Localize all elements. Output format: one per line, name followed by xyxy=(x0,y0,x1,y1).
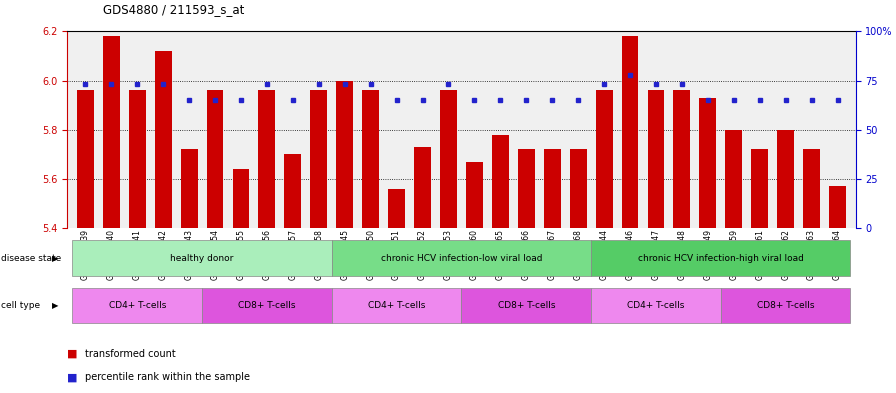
Text: ■: ■ xyxy=(67,349,78,359)
Bar xyxy=(73,241,332,276)
Text: ▶: ▶ xyxy=(52,301,58,310)
Bar xyxy=(544,149,561,228)
Text: CD4+ T-cells: CD4+ T-cells xyxy=(108,301,166,310)
Text: CD8+ T-cells: CD8+ T-cells xyxy=(238,301,296,310)
Text: transformed count: transformed count xyxy=(85,349,176,359)
Text: CD4+ T-cells: CD4+ T-cells xyxy=(368,301,426,310)
Bar xyxy=(570,149,587,228)
Bar xyxy=(700,98,716,228)
Bar xyxy=(591,288,720,323)
Text: CD8+ T-cells: CD8+ T-cells xyxy=(497,301,555,310)
Bar xyxy=(726,130,742,228)
Bar xyxy=(466,162,483,228)
Bar xyxy=(129,90,146,228)
Bar xyxy=(258,90,275,228)
Bar xyxy=(440,90,457,228)
Text: CD8+ T-cells: CD8+ T-cells xyxy=(757,301,814,310)
Text: chronic HCV infection-low viral load: chronic HCV infection-low viral load xyxy=(381,254,542,263)
Bar xyxy=(284,154,301,228)
Bar xyxy=(202,288,332,323)
Bar xyxy=(414,147,431,228)
Text: disease state: disease state xyxy=(1,254,61,263)
Bar xyxy=(207,90,223,228)
Bar xyxy=(332,241,591,276)
Text: healthy donor: healthy donor xyxy=(170,254,234,263)
Bar xyxy=(388,189,405,228)
Bar xyxy=(155,51,172,228)
Text: percentile rank within the sample: percentile rank within the sample xyxy=(85,372,250,382)
Bar xyxy=(310,90,327,228)
Bar xyxy=(674,90,690,228)
Bar xyxy=(181,149,197,228)
Bar xyxy=(332,288,461,323)
Text: ■: ■ xyxy=(67,372,78,382)
Bar xyxy=(803,149,820,228)
Bar xyxy=(492,135,509,228)
Bar xyxy=(777,130,794,228)
Bar xyxy=(461,288,591,323)
Bar xyxy=(77,90,94,228)
Bar xyxy=(596,90,613,228)
Bar xyxy=(518,149,535,228)
Bar xyxy=(829,186,846,228)
Text: cell type: cell type xyxy=(1,301,40,310)
Bar xyxy=(622,37,639,228)
Bar xyxy=(103,37,120,228)
Bar xyxy=(591,241,850,276)
Bar xyxy=(233,169,249,228)
Text: chronic HCV infection-high viral load: chronic HCV infection-high viral load xyxy=(638,254,804,263)
Text: ▶: ▶ xyxy=(52,254,58,263)
Bar xyxy=(648,90,665,228)
Bar xyxy=(362,90,379,228)
Bar xyxy=(336,81,353,228)
Bar xyxy=(73,288,202,323)
Bar xyxy=(751,149,768,228)
Text: CD4+ T-cells: CD4+ T-cells xyxy=(627,301,685,310)
Text: GDS4880 / 211593_s_at: GDS4880 / 211593_s_at xyxy=(103,3,245,16)
Bar xyxy=(720,288,850,323)
